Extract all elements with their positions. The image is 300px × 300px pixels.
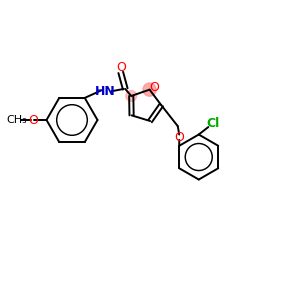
Circle shape (126, 91, 136, 101)
Text: CH₃: CH₃ (6, 115, 27, 125)
Text: O: O (28, 113, 38, 127)
Text: O: O (149, 81, 159, 94)
Circle shape (143, 83, 156, 96)
Text: Cl: Cl (206, 117, 220, 130)
Text: O: O (116, 61, 126, 74)
Text: HN: HN (95, 85, 116, 98)
Text: O: O (174, 131, 184, 144)
